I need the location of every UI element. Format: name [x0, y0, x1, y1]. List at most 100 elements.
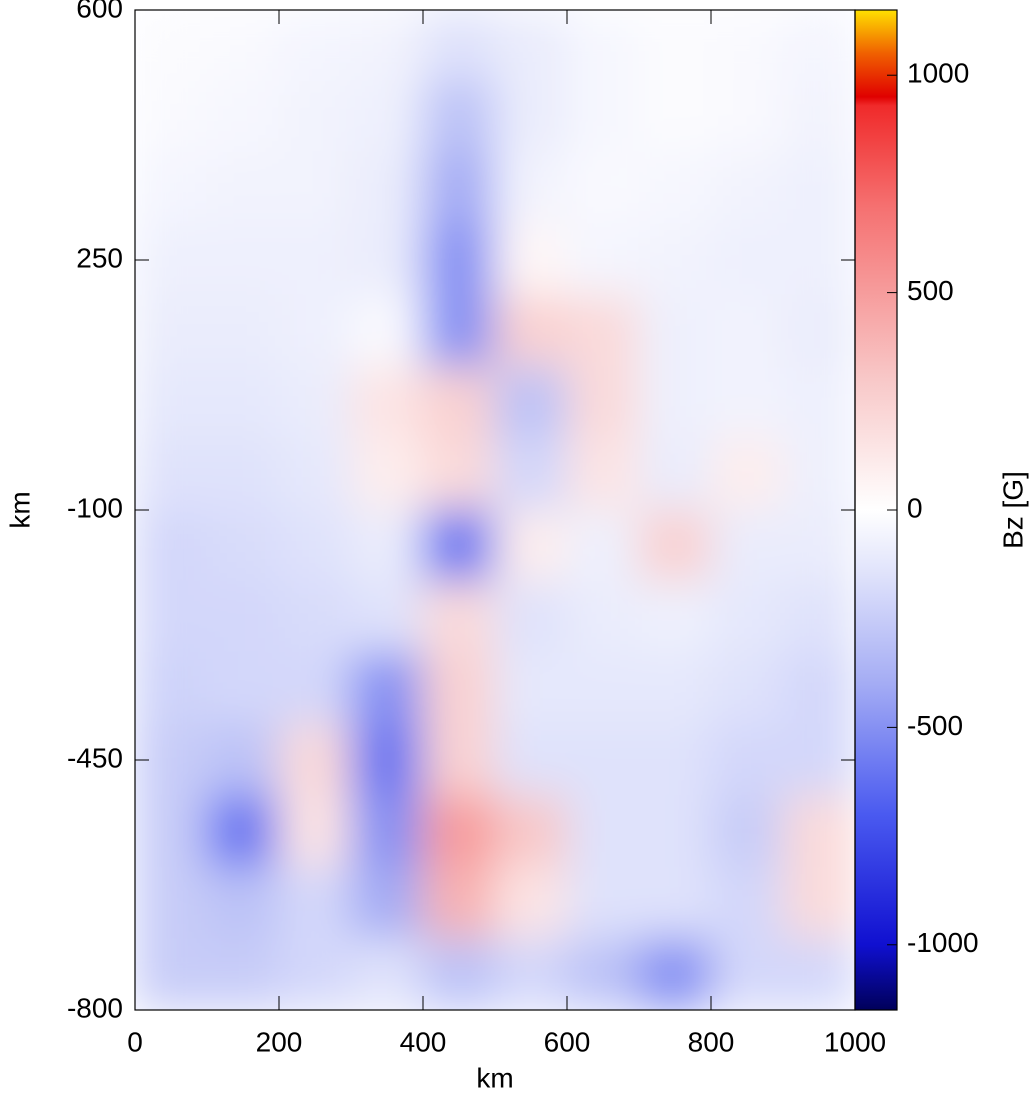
heatmap-cell — [206, 10, 280, 82]
heatmap-cell — [206, 80, 280, 154]
heatmap-cell — [782, 152, 855, 225]
colorbar-tick-label: 0 — [907, 492, 923, 523]
heatmap-cell — [710, 438, 784, 511]
heatmap-cell — [566, 366, 640, 440]
heatmap-cell — [278, 438, 352, 511]
heatmap-cell — [566, 295, 640, 368]
heatmap-cell — [494, 795, 568, 868]
heatmap-cell — [278, 652, 352, 725]
heatmap-cell — [278, 10, 352, 82]
heatmap-cell — [350, 438, 424, 511]
heatmap-cell — [638, 723, 712, 797]
heatmap-cell — [422, 652, 496, 725]
heatmap-cell — [206, 438, 280, 511]
heatmap-cell — [494, 10, 568, 82]
heatmap-cell — [782, 866, 855, 940]
heatmap-cell — [350, 80, 424, 154]
heatmap — [135, 10, 855, 1010]
x-tick-label: 400 — [400, 1026, 447, 1057]
heatmap-cell — [638, 438, 712, 511]
y-tick-label: 250 — [76, 242, 123, 273]
heatmap-cell — [638, 509, 712, 582]
heatmap-cell — [350, 938, 424, 1010]
heatmap-cell — [422, 866, 496, 940]
y-tick-label: 600 — [76, 0, 123, 23]
heatmap-cell — [350, 580, 424, 654]
heatmap-cell — [782, 438, 855, 511]
x-tick-label: 0 — [127, 1026, 143, 1057]
heatmap-cell — [422, 80, 496, 154]
heatmap-cell — [782, 295, 855, 368]
heatmap-cell — [422, 223, 496, 297]
heatmap-cell — [710, 10, 784, 82]
colorbar-label: Bz [G] — [997, 471, 1028, 549]
heatmap-cell — [206, 723, 280, 797]
heatmap-cell — [278, 866, 352, 940]
heatmap-cell — [278, 795, 352, 868]
heatmap-cell — [135, 938, 208, 1010]
heatmap-cell — [710, 580, 784, 654]
heatmap-cell — [278, 152, 352, 225]
heatmap-cell — [422, 295, 496, 368]
heatmap-cell — [422, 152, 496, 225]
heatmap-cell — [782, 366, 855, 440]
heatmap-cell — [566, 938, 640, 1010]
heatmap-cell — [566, 152, 640, 225]
x-tick-label: 1000 — [824, 1026, 886, 1057]
heatmap-cell — [135, 152, 208, 225]
heatmap-cell — [566, 580, 640, 654]
heatmap-cell — [494, 866, 568, 940]
heatmap-clip — [135, 10, 855, 1010]
heatmap-cell — [206, 795, 280, 868]
heatmap-cell — [782, 938, 855, 1010]
heatmap-cell — [135, 80, 208, 154]
heatmap-cell — [710, 80, 784, 154]
heatmap-cell — [782, 80, 855, 154]
heatmap-cell — [135, 580, 208, 654]
x-tick-label: 800 — [688, 1026, 735, 1057]
heatmap-cell — [638, 152, 712, 225]
heatmap-cell — [566, 652, 640, 725]
heatmap-cell — [638, 866, 712, 940]
heatmap-cell — [710, 509, 784, 582]
heatmap-cell — [422, 10, 496, 82]
y-tick-label: -100 — [67, 492, 123, 523]
heatmap-cell — [710, 652, 784, 725]
heatmap-cell — [278, 580, 352, 654]
heatmap-cell — [206, 366, 280, 440]
heatmap-cell — [350, 152, 424, 225]
colorbar-tick-label: -1000 — [907, 927, 979, 958]
heatmap-cell — [638, 223, 712, 297]
heatmap-cell — [566, 80, 640, 154]
heatmap-cell — [782, 652, 855, 725]
heatmap-cell — [782, 580, 855, 654]
heatmap-cell — [278, 938, 352, 1010]
colorbar-tick-label: 500 — [907, 275, 954, 306]
heatmap-cell — [638, 652, 712, 725]
heatmap-cell — [494, 223, 568, 297]
x-tick-label: 600 — [544, 1026, 591, 1057]
heatmap-cell — [494, 580, 568, 654]
heatmap-cell — [494, 509, 568, 582]
heatmap-cell — [566, 10, 640, 82]
heatmap-cell — [206, 652, 280, 725]
heatmap-cell — [710, 866, 784, 940]
heatmap-cell — [135, 10, 208, 82]
heatmap-cell — [135, 295, 208, 368]
heatmap-cell — [135, 795, 208, 868]
colorbar-tick-label: 1000 — [907, 58, 969, 89]
heatmap-cell — [710, 366, 784, 440]
heatmap-cell — [494, 438, 568, 511]
heatmap-cell — [422, 509, 496, 582]
heatmap-cell — [494, 152, 568, 225]
heatmap-cell — [638, 795, 712, 868]
heatmap-cell — [422, 795, 496, 868]
heatmap-cell — [206, 509, 280, 582]
heatmap-cell — [206, 152, 280, 225]
heatmap-cell — [494, 80, 568, 154]
heatmap-cell — [350, 10, 424, 82]
heatmap-cell — [206, 866, 280, 940]
heatmap-cell — [710, 295, 784, 368]
heatmap-cell — [638, 580, 712, 654]
